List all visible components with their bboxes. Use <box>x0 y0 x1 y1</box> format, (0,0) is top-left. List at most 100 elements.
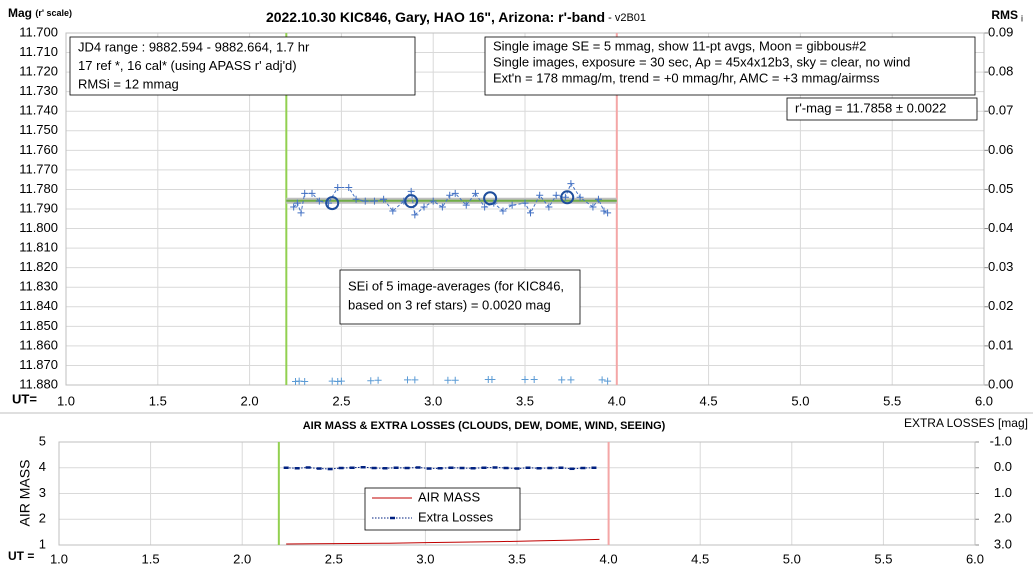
data-point <box>446 191 454 199</box>
y-axis-label: Mag (r' scale) <box>8 6 72 20</box>
data-point <box>389 207 397 215</box>
data-point <box>380 195 388 203</box>
series-line <box>286 538 600 545</box>
y-tick-label: 11.700 <box>19 24 58 39</box>
data-point <box>374 376 382 384</box>
average-point <box>483 191 498 206</box>
y2-tick-label: -1.0 <box>990 433 1012 448</box>
x-tick-label: 1.5 <box>149 393 167 408</box>
data-point <box>337 377 345 385</box>
data-point <box>536 191 544 199</box>
y-tick-label: 11.710 <box>19 44 58 59</box>
data-point <box>297 209 305 217</box>
data-point <box>438 203 446 211</box>
annotation-text: RMSi = 12 mmag <box>78 76 179 91</box>
x-tick-label: 5.5 <box>874 551 892 566</box>
data-point <box>530 376 538 384</box>
annotation-text: Ext'n = 178 mmag/m, trend = +0 mmag/hr, … <box>493 70 880 85</box>
annotation-text: Single image SE = 5 mmag, show 11-pt avg… <box>493 38 866 53</box>
data-point <box>594 195 602 203</box>
data-point <box>598 376 606 384</box>
data-point <box>589 203 597 211</box>
legend-box <box>364 487 521 531</box>
data-point <box>290 203 298 211</box>
data-point <box>604 377 612 385</box>
data-point <box>471 189 479 197</box>
y2-tick-label: 0.07 <box>988 103 1013 118</box>
x-axis-label: UT = <box>8 549 34 563</box>
legend-label: AIR MASS <box>418 489 480 504</box>
y-tick-label: 11.830 <box>19 279 58 294</box>
title-main: 2022.10.30 KIC846, Gary, HAO 16", Arizon… <box>266 9 605 25</box>
x-tick-label: 4.5 <box>700 393 718 408</box>
y-tick-label: 3 <box>39 485 46 500</box>
data-point <box>301 377 309 385</box>
data-point <box>508 201 516 209</box>
y-tick-label: 11.760 <box>19 142 58 157</box>
data-point <box>429 197 437 205</box>
data-point <box>567 376 575 384</box>
y2-tick-label: 0.00 <box>988 376 1013 391</box>
x-tick-label: 4.0 <box>600 551 618 566</box>
y2-tick-label: 0.01 <box>988 337 1013 352</box>
legend-label: Extra Losses <box>418 509 494 524</box>
data-point <box>604 209 612 217</box>
annotation-text: 17 ref *, 16 cal* (using APASS r' adj'd) <box>78 58 297 73</box>
data-point <box>462 201 470 209</box>
y-tick-label: 5 <box>39 433 46 448</box>
y-tick-label: 11.800 <box>19 220 58 235</box>
x-tick-label: 3.0 <box>424 393 442 408</box>
average-point <box>560 190 575 205</box>
y-tick-label: 11.850 <box>19 318 58 333</box>
annotation-text: SEi of 5 image-averages (for KIC846, <box>348 278 564 293</box>
y-tick-label: 11.790 <box>19 200 58 215</box>
data-point <box>481 203 489 211</box>
data-point <box>567 180 575 188</box>
x-tick-label: 3.5 <box>516 393 534 408</box>
data-point <box>411 211 419 219</box>
x-tick-label: 3.5 <box>508 551 526 566</box>
x-tick-label: 5.0 <box>791 393 809 408</box>
y2-tick-label: 0.0 <box>994 459 1012 474</box>
y-tick-label: 4 <box>39 459 46 474</box>
y-tick-label: 11.820 <box>19 259 58 274</box>
y2-axis-label: EXTRA LOSSES [mag] <box>904 416 1028 430</box>
y-tick-label: 11.810 <box>19 240 58 255</box>
data-point <box>600 207 608 215</box>
data-point <box>407 187 415 195</box>
y-tick-label: 11.840 <box>19 298 58 313</box>
y-tick-label: 2 <box>39 511 46 526</box>
data-point <box>420 203 428 211</box>
data-point <box>301 189 309 197</box>
x-axis-label: UT= <box>12 391 37 406</box>
x-tick-label: 1.0 <box>50 551 68 566</box>
y2-tick-label: 0.08 <box>988 64 1013 79</box>
data-point <box>561 193 569 201</box>
data-point <box>451 376 459 384</box>
y2-tick-label: 2.0 <box>994 511 1012 526</box>
x-tick-label: 6.0 <box>966 551 984 566</box>
y2-tick-label: 3.0 <box>994 536 1012 551</box>
data-point <box>308 189 316 197</box>
y-tick-label: 11.860 <box>19 337 58 352</box>
x-tick-label: 4.0 <box>608 393 626 408</box>
data-point <box>411 376 419 384</box>
y-tick-label: 11.730 <box>19 83 58 98</box>
y-tick-label: 11.780 <box>19 181 58 196</box>
annotation-text: r'-mag = 11.7858 ± 0.0022 <box>795 100 946 115</box>
annotation-box <box>484 36 976 96</box>
data-point <box>451 189 459 197</box>
x-tick-label: 2.0 <box>241 393 259 408</box>
annotation-box <box>69 36 416 96</box>
data-point <box>521 376 529 384</box>
annotation-box <box>339 269 581 325</box>
title-version: - v2B01 <box>605 12 646 24</box>
x-tick-label: 6.0 <box>975 393 993 408</box>
x-tick-label: 1.5 <box>142 551 160 566</box>
y2-axis-label: RMS <box>991 8 1018 22</box>
data-point <box>352 195 360 203</box>
y2-axis-label-note: i <box>1021 13 1023 23</box>
data-point <box>315 197 323 205</box>
y-label: Mag <box>8 6 32 20</box>
